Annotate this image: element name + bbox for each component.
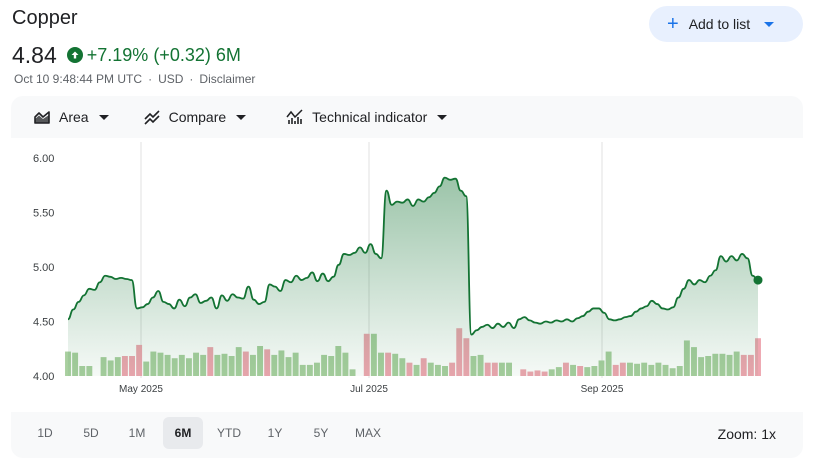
caret-down-icon — [236, 114, 247, 120]
compare-label: Compare — [168, 109, 227, 125]
chart-type-label: Area — [59, 109, 89, 125]
chart-type-dropdown[interactable]: Area — [23, 96, 119, 138]
range-button-ytd[interactable]: YTD — [217, 426, 241, 440]
range-button-6m[interactable]: 6M — [163, 417, 203, 449]
currency: USD — [158, 72, 184, 86]
compare-icon — [144, 110, 160, 125]
technical-indicator-label: Technical indicator — [312, 109, 428, 125]
add-to-list-button[interactable]: + Add to list — [649, 6, 803, 42]
y-tick-label: 4.00 — [33, 371, 54, 383]
meta-separator: · — [189, 72, 194, 86]
range-selector: 1D 5D 1M 6M YTD 1Y 5Y MAX — [11, 416, 395, 450]
range-button-max[interactable]: MAX — [355, 426, 382, 440]
add-to-list-label: Add to list — [688, 16, 751, 32]
caret-down-icon — [98, 114, 109, 120]
caret-down-icon — [764, 21, 775, 27]
arrow-up-icon — [66, 47, 83, 63]
timestamp: Oct 10 9:48:44 PM UTC — [14, 72, 143, 86]
meta-separator: · — [148, 72, 153, 86]
chart-toolbar: Area Compare Technical indicator — [11, 96, 803, 138]
x-tick-label: Jul 2025 — [350, 384, 388, 395]
last-price-marker — [753, 275, 763, 285]
caret-down-icon — [437, 114, 448, 120]
zoom-level: Zoom: 1x — [717, 426, 776, 442]
y-tick-label: 5.00 — [33, 262, 54, 274]
x-tick-label: Sep 2025 — [581, 384, 624, 395]
page-title: Copper — [12, 7, 78, 29]
y-tick-label: 4.50 — [33, 317, 54, 329]
y-tick-label: 6.00 — [33, 153, 54, 165]
area-chart-icon — [34, 111, 50, 124]
compare-dropdown[interactable]: Compare — [133, 96, 257, 138]
price-chart[interactable]: 6.00 5.50 5.00 4.50 4.00 May 2025 Jul 2025 Sep… — [11, 138, 803, 412]
chart-card: Area Compare Technical indicator 6. — [11, 96, 803, 458]
range-button-1m[interactable]: 1M — [128, 426, 146, 440]
plus-icon: + — [667, 13, 679, 35]
y-tick-label: 5.50 — [33, 208, 54, 220]
price-line — [67, 176, 759, 336]
price-area — [68, 177, 758, 376]
range-button-5d[interactable]: 5D — [83, 426, 99, 440]
chart-svg: 6.00 5.50 5.00 4.50 4.00 May 2025 Jul 2025 Sep… — [33, 142, 763, 395]
range-button-1d[interactable]: 1D — [37, 426, 53, 440]
disclaimer-link[interactable]: Disclaimer — [199, 72, 256, 86]
x-tick-label: May 2025 — [119, 384, 163, 395]
range-button-1y[interactable]: 1Y — [267, 426, 283, 440]
price-change: +7.19% (+0.32) 6M — [86, 44, 241, 65]
indicator-icon — [286, 109, 303, 124]
price-row: 4.84 +7.19% (+0.32) 6M — [12, 41, 241, 69]
range-button-5y[interactable]: 5Y — [313, 426, 329, 440]
current-price: 4.84 — [12, 41, 57, 68]
quote-meta: Oct 10 9:48:44 PM UTC · USD · Disclaimer — [14, 72, 255, 86]
technical-indicator-dropdown[interactable]: Technical indicator — [276, 96, 457, 138]
